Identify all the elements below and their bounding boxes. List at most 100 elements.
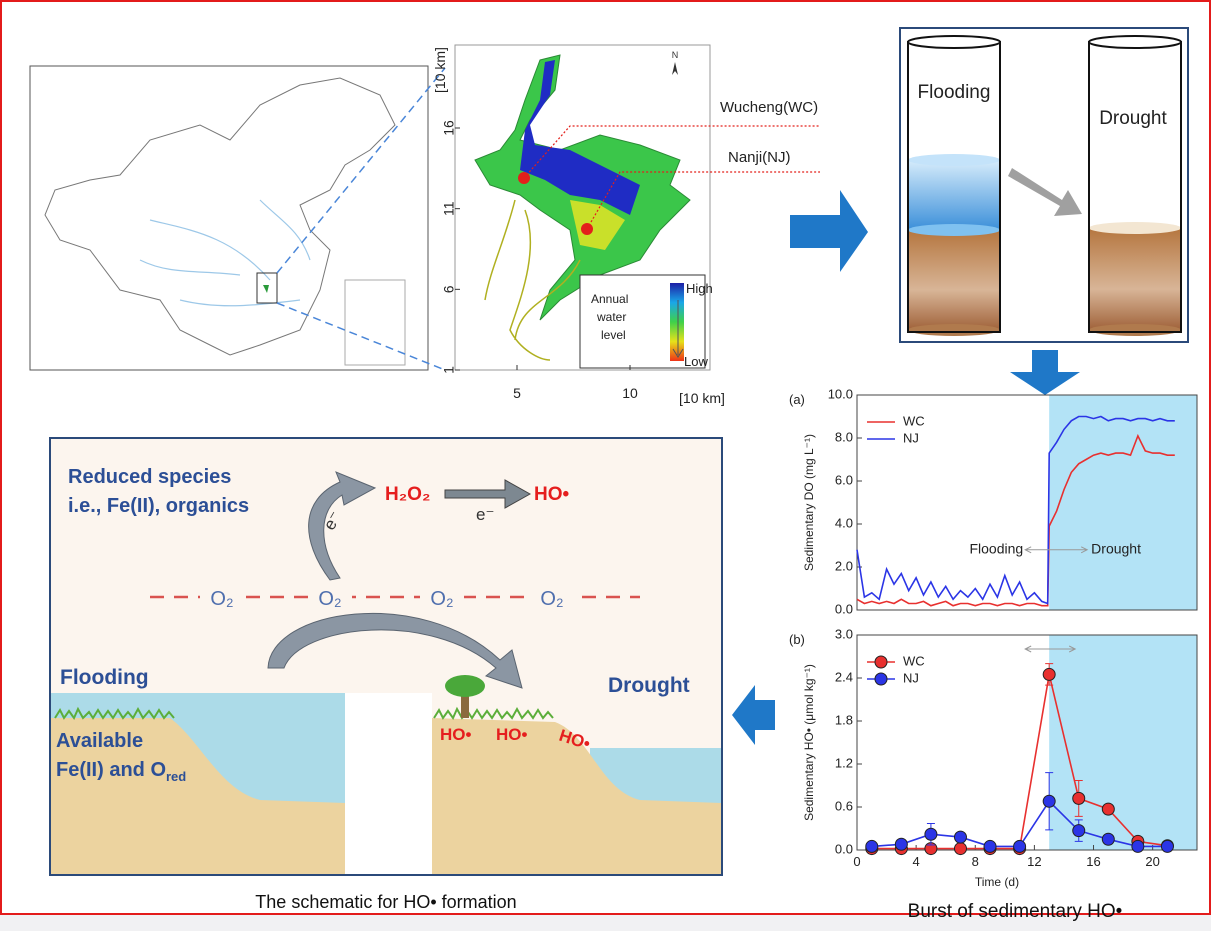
annotation: Flooding: [969, 541, 1023, 557]
legend-title: Annual: [591, 292, 628, 306]
legend-low: Low: [684, 354, 708, 369]
y-axis-label: Sedimentary DO (mg L⁻¹): [802, 434, 816, 571]
y-tick-label: 2.4: [835, 669, 853, 684]
marker: [925, 828, 937, 840]
y-axis-label: Sedimentary HO• (μmol kg⁻¹): [802, 664, 816, 821]
oxygen: O₂: [210, 588, 233, 610]
marker: [1073, 792, 1085, 804]
x-tick-label: 0: [853, 854, 860, 869]
panel-label: (a): [789, 392, 805, 407]
y-tick-label: 4.0: [835, 515, 853, 530]
legend-marker: [875, 656, 887, 668]
caption: The schematic for HO• formation: [255, 892, 516, 912]
y-tick-label: 0.6: [835, 798, 853, 813]
ho-product: HO•: [534, 484, 570, 505]
caption: Burst of sedimentary HO•: [908, 901, 1123, 922]
y-tick-label: 1.2: [835, 755, 853, 770]
y-tick-label: 16: [441, 120, 457, 136]
marker: [1014, 840, 1026, 852]
tube-top: [908, 36, 1000, 48]
tube-label: Drought: [1099, 108, 1167, 129]
legend-high: High: [686, 281, 713, 296]
x-tick-label: 8: [972, 854, 979, 869]
legend-label: WC: [903, 653, 925, 668]
y-tick-label: 11: [441, 201, 457, 216]
marker: [1102, 833, 1114, 845]
y-tick-label: 3.0: [835, 626, 853, 641]
oxygen: O₂: [318, 588, 341, 610]
available-text: Fe(II) and O: [56, 759, 166, 781]
legend-title: level: [601, 328, 626, 342]
available-label: Available: [56, 730, 143, 752]
oxygen: O₂: [540, 588, 563, 610]
x-tick-label: 16: [1086, 854, 1100, 869]
schematic: Reduced species i.e., Fe(II), organics H…: [50, 438, 722, 875]
y-tick-label: 0.0: [835, 601, 853, 616]
x-tick-label: 10: [622, 385, 638, 401]
legend-label: WC: [903, 413, 925, 428]
water-sediment-interface: [908, 224, 1000, 236]
site-label: Wucheng(WC): [720, 99, 818, 116]
marker: [1161, 840, 1173, 852]
legend-title: water: [596, 310, 626, 324]
x-tick-label: 4: [913, 854, 920, 869]
species-label: Reduced species: [68, 466, 231, 488]
legend-gradient: [670, 283, 684, 361]
y-tick-label: 1.8: [835, 712, 853, 727]
tree-crown: [445, 675, 485, 697]
y-tick-label: 6: [441, 285, 457, 293]
y-tick-label: 10.0: [828, 386, 853, 401]
annotation: Drought: [1091, 541, 1141, 557]
panel-label: (b): [789, 632, 805, 647]
x-axis-label: [10 km]: [679, 390, 725, 406]
tube-bottom: [908, 324, 1000, 336]
marker: [866, 840, 878, 852]
marker: [954, 843, 966, 855]
y-tick-label: 0.0: [835, 841, 853, 856]
drought-region: [1049, 395, 1197, 610]
graphical-abstract: N Wucheng(WC) Nanji(NJ) Annual water lev…: [0, 0, 1211, 931]
oxygen: O₂: [430, 588, 453, 610]
x-tick-label: 12: [1027, 854, 1041, 869]
h2o2: H₂O₂: [385, 484, 430, 505]
electron: e⁻: [476, 505, 494, 524]
y-axis-label: [10 km]: [432, 47, 448, 93]
marker: [1073, 825, 1085, 837]
china-map: [30, 66, 445, 370]
legend-label: NJ: [903, 430, 919, 445]
ho-surface: HO•: [496, 725, 528, 744]
legend-marker: [875, 673, 887, 685]
marker: [1102, 803, 1114, 815]
map-box: [30, 66, 428, 370]
ho-surface: HO•: [440, 725, 472, 744]
water-surface: [908, 154, 1000, 166]
drought-label: Drought: [608, 674, 690, 697]
north-label: N: [672, 50, 679, 60]
y-tick-label: 6.0: [835, 472, 853, 487]
species-label: i.e., Fe(II), organics: [68, 495, 249, 517]
tube-label: Flooding: [918, 82, 991, 103]
site-label: Nanji(NJ): [728, 149, 791, 166]
y-tick-label: 2.0: [835, 558, 853, 573]
available-sub: red: [166, 769, 186, 784]
y-tick-label: 1: [441, 366, 457, 374]
marker: [984, 840, 996, 852]
x-tick-label: 5: [513, 385, 521, 401]
legend-label: NJ: [903, 670, 919, 685]
marker: [1132, 840, 1144, 852]
tubes-panel: Flooding Drought: [900, 28, 1188, 342]
sediment-surface: [1089, 222, 1181, 234]
flooding-label: Flooding: [60, 666, 149, 689]
x-tick-label: 20: [1145, 854, 1159, 869]
y-tick-label: 8.0: [835, 429, 853, 444]
x-axis-label: Time (d): [975, 875, 1019, 889]
gap: [345, 693, 432, 874]
tube-top: [1089, 36, 1181, 48]
sediment: [1089, 228, 1181, 330]
marker: [954, 831, 966, 843]
water: [908, 160, 1000, 230]
sediment: [908, 230, 1000, 330]
marker: [1043, 795, 1055, 807]
marker: [1043, 668, 1055, 680]
drought-region: [1049, 635, 1197, 850]
